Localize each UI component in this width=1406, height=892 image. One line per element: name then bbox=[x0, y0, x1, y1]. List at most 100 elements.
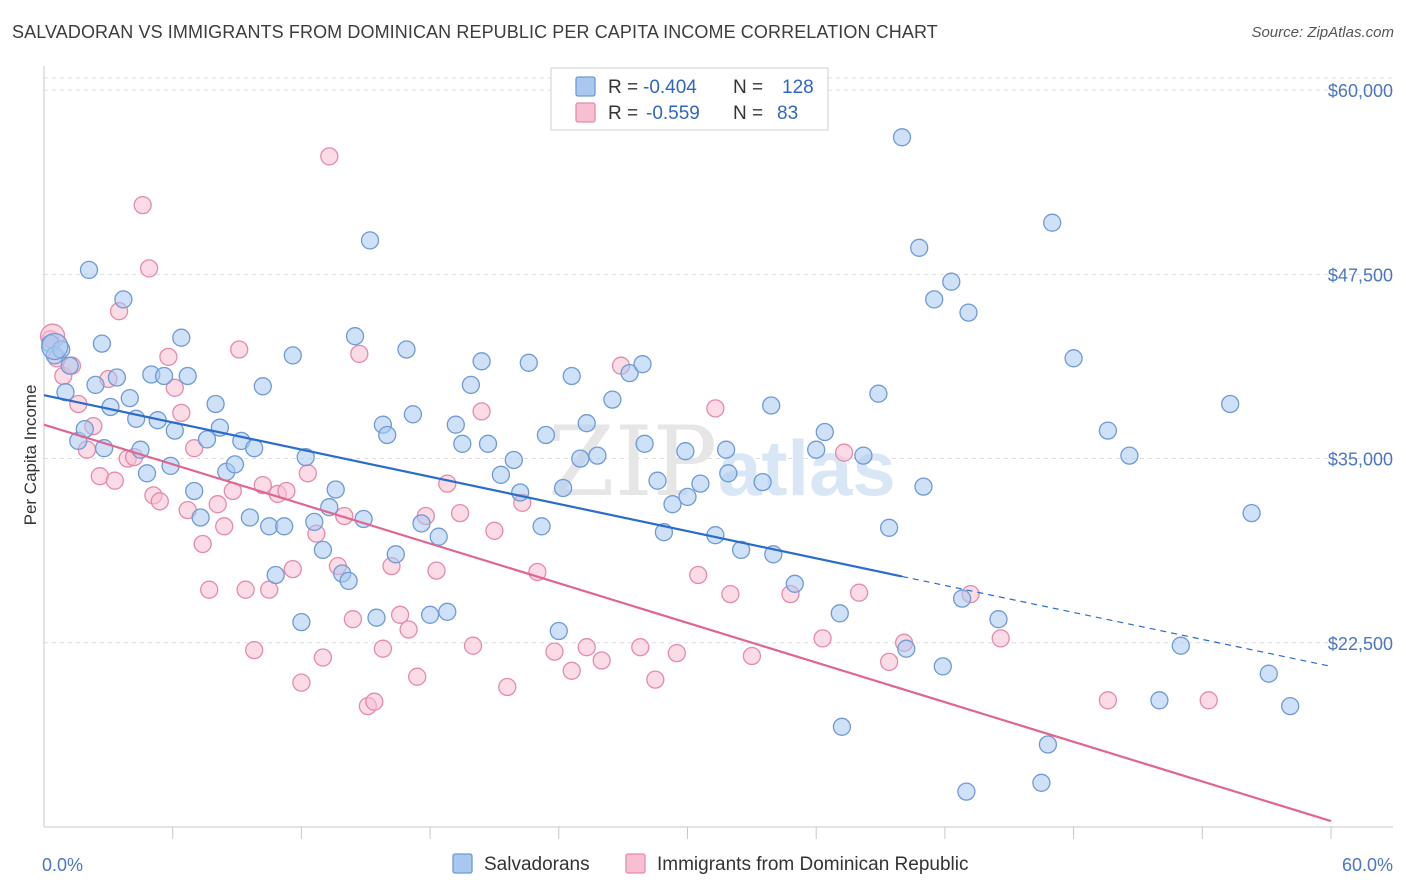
salvadoran-point-50 bbox=[360, 231, 380, 250]
salvadoran-point-94 bbox=[832, 717, 852, 736]
salvadoran-point-116 bbox=[925, 290, 944, 309]
salvadoran-point-76 bbox=[577, 414, 596, 433]
dominican-point-35 bbox=[292, 673, 311, 692]
dominican-point-77 bbox=[879, 652, 899, 672]
salvadoran-point-85 bbox=[691, 474, 710, 493]
dominican-point-34 bbox=[283, 559, 302, 579]
salvadoran-point-64 bbox=[472, 352, 491, 371]
salvadoran-point-26 bbox=[191, 508, 210, 527]
salvadoran-point-65 bbox=[478, 434, 498, 453]
salvadoran-point-87 bbox=[719, 464, 738, 483]
salvadoran-point-117 bbox=[942, 272, 961, 291]
legend-r-label-1: R = bbox=[608, 77, 638, 98]
salvadoran-point-49 bbox=[354, 509, 373, 529]
dominican-point-82 bbox=[1199, 691, 1218, 710]
salvadoran-point-57 bbox=[412, 514, 431, 533]
bottom-legend-dominican: Immigrants from Dominican Republic bbox=[657, 854, 969, 875]
salvadoran-point-54 bbox=[386, 545, 405, 564]
salvadoran-point-62 bbox=[453, 434, 472, 453]
salvadoran-point-66 bbox=[491, 465, 511, 484]
salvadoran-point-89 bbox=[753, 472, 772, 492]
salvadoran-trendline bbox=[43, 394, 903, 578]
salvadoran-point-80 bbox=[635, 434, 654, 453]
salvadoran-point-53 bbox=[378, 425, 397, 445]
salvadoran-point-70 bbox=[532, 517, 551, 536]
salvadoran-point-17 bbox=[137, 464, 157, 483]
dominican-point-25 bbox=[215, 517, 234, 536]
dominican-point-66 bbox=[631, 638, 650, 657]
salvadoran-point-109 bbox=[1171, 636, 1190, 655]
salvadoran-point-31 bbox=[225, 455, 245, 474]
dominican-point-50 bbox=[408, 667, 427, 686]
salvadoran-point-39 bbox=[283, 346, 302, 365]
legend-n-label-1: N = bbox=[733, 77, 763, 98]
dominican-point-24 bbox=[208, 495, 227, 514]
dominican-point-39 bbox=[320, 147, 339, 166]
dominican-point-56 bbox=[472, 402, 491, 421]
salvadoran-point-13 bbox=[114, 290, 133, 309]
dominican-point-22 bbox=[193, 534, 212, 554]
salvadoran-point-110 bbox=[1221, 394, 1240, 414]
dominican-point-28 bbox=[236, 580, 255, 599]
salvadoran-point-37 bbox=[266, 565, 285, 585]
bottom-legend-swatch-pink bbox=[625, 853, 646, 874]
dominican-point-46 bbox=[373, 639, 393, 658]
dominican-point-23 bbox=[200, 580, 219, 599]
y-tick-label-3: $60,000 bbox=[1328, 81, 1393, 101]
dominican-point-38 bbox=[313, 648, 333, 667]
dominican-point-69 bbox=[689, 565, 708, 585]
y-tick-labels: $22,500 $35,000 $47,500 $60,000 bbox=[1328, 81, 1393, 654]
salvadoran-point-84 bbox=[676, 442, 695, 461]
salvadoran-point-81 bbox=[648, 471, 667, 490]
bottom-legend-swatch-blue bbox=[452, 853, 473, 874]
salvadoran-point-93 bbox=[830, 604, 849, 623]
x-tick-label-0: 0.0% bbox=[42, 855, 83, 875]
axes bbox=[43, 66, 1393, 839]
y-tick-label-0: $22,500 bbox=[1328, 634, 1393, 654]
dominican-point-29 bbox=[245, 640, 264, 660]
dominican-point-17 bbox=[159, 347, 178, 367]
salvadoran-point-98 bbox=[933, 657, 952, 676]
dominican-trendline bbox=[43, 423, 1332, 823]
salvadoran-point-60 bbox=[438, 602, 457, 621]
legend-r-label-2: R = bbox=[608, 103, 638, 124]
salvadoran-point-9 bbox=[92, 334, 112, 353]
salvadoran-point-105 bbox=[1064, 349, 1083, 368]
salvadoran-point-119 bbox=[807, 440, 826, 459]
dominican-point-13 bbox=[133, 195, 152, 215]
salvadoran-point-28 bbox=[206, 394, 225, 414]
salvadoran-point-3 bbox=[60, 356, 79, 375]
x-tick-labels: 0.0% 60.0% bbox=[42, 855, 1393, 875]
legend-r-value-1: -0.404 bbox=[643, 77, 697, 98]
watermark: ZIP atlas bbox=[548, 406, 896, 518]
salvadoran-point-cluster bbox=[41, 332, 69, 361]
salvadoran-point-120 bbox=[854, 446, 873, 465]
bottom-legend-salvadorans: Salvadorans bbox=[484, 854, 590, 875]
dominican-point-64 bbox=[592, 651, 611, 670]
salvadoran-point-72 bbox=[549, 621, 568, 641]
salvadoran-point-7 bbox=[79, 260, 99, 280]
salvadoran-point-75 bbox=[571, 449, 590, 468]
salvadoran-point-8 bbox=[86, 375, 105, 395]
dominican-point-18 bbox=[165, 378, 184, 397]
salvadoran-point-77 bbox=[588, 446, 607, 465]
salvadoran-point-42 bbox=[305, 512, 324, 532]
salvadoran-point-73 bbox=[553, 478, 573, 498]
watermark-atlas: atlas bbox=[718, 424, 896, 512]
dominican-point-53 bbox=[438, 474, 457, 493]
legend-swatch-pink bbox=[575, 102, 596, 123]
salvadoran-point-78 bbox=[603, 390, 622, 409]
salvadoran-point-68 bbox=[511, 483, 530, 502]
legend-box bbox=[550, 67, 829, 131]
bottom-legend: Salvadorans Immigrants from Dominican Re… bbox=[452, 853, 969, 875]
y-tick-label-2: $47,500 bbox=[1328, 265, 1393, 285]
salvadoran-point-25 bbox=[185, 481, 204, 501]
trendlines bbox=[43, 394, 1332, 823]
legend-r-value-2: -0.559 bbox=[646, 103, 700, 124]
dominican-point-36 bbox=[298, 464, 317, 483]
salvadoran-point-101 bbox=[989, 610, 1008, 629]
salvadoran-point-124 bbox=[678, 487, 697, 507]
dominican-point-55 bbox=[463, 636, 483, 655]
salvadoran-point-121 bbox=[879, 518, 899, 537]
